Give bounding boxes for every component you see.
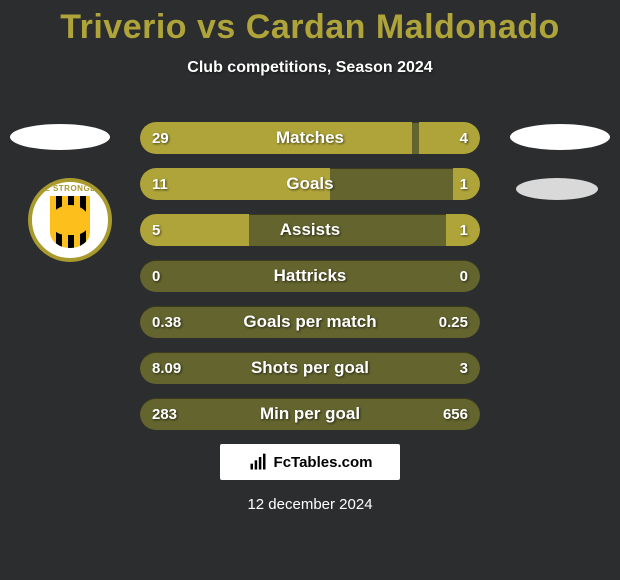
- stat-label: Shots per goal: [140, 352, 480, 384]
- stat-row: 00Hattricks: [140, 260, 480, 292]
- stat-label: Min per goal: [140, 398, 480, 430]
- subtitle: Club competitions, Season 2024: [0, 59, 620, 77]
- club-badge-text: THE STRONGEST: [32, 184, 108, 193]
- player-right-placeholder-1: [510, 124, 610, 150]
- stat-row: 283656Min per goal: [140, 398, 480, 430]
- comparison-bars: 294Matches 111Goals 51Assists 00Hattricks 0.…: [140, 122, 480, 444]
- stat-label: Hattricks: [140, 260, 480, 292]
- stat-label: Goals: [140, 168, 480, 200]
- player-right-placeholder-2: [516, 178, 598, 200]
- stat-row: 51Assists: [140, 214, 480, 246]
- chart-icon: [248, 452, 268, 472]
- stat-label: Matches: [140, 122, 480, 154]
- club-badge-tiger-icon: [51, 205, 89, 235]
- stat-row: 294Matches: [140, 122, 480, 154]
- fctables-link[interactable]: FcTables.com: [220, 444, 400, 480]
- stat-row: 8.093Shots per goal: [140, 352, 480, 384]
- club-badge: THE STRONGEST: [28, 178, 112, 262]
- stat-row: 0.380.25Goals per match: [140, 306, 480, 338]
- player-left-placeholder: [10, 124, 110, 150]
- page-title[interactable]: Triverio vs Cardan Maldonado: [0, 0, 620, 47]
- stat-label: Assists: [140, 214, 480, 246]
- stat-row: 111Goals: [140, 168, 480, 200]
- date-label: 12 december 2024: [0, 496, 620, 513]
- stat-label: Goals per match: [140, 306, 480, 338]
- fctables-label: FcTables.com: [274, 454, 373, 471]
